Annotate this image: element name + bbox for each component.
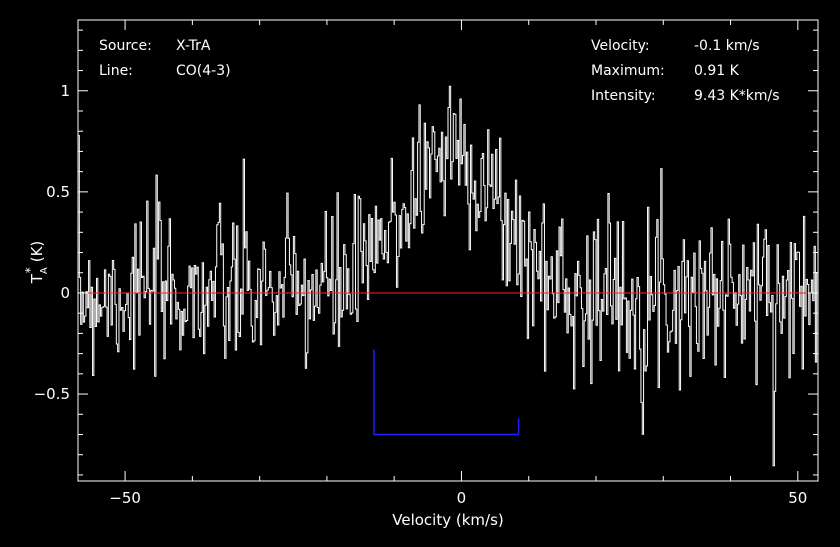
maximum-label: Maximum: (591, 63, 665, 79)
y-axis-subscript: A (39, 267, 50, 274)
maximum-value: 0.91 K (694, 63, 740, 79)
y-axis-superscript: * (23, 267, 37, 273)
y-tick-label: 1 (60, 82, 70, 100)
axis-ticks (78, 20, 818, 481)
y-axis-symbol: T (28, 273, 46, 284)
y-axis-label: TA* (K) (23, 241, 50, 285)
y-tick-label: 0 (60, 284, 70, 302)
velocity-value: -0.1 km/s (694, 38, 760, 54)
spectrum-line (78, 85, 818, 467)
spectrum-trace (78, 85, 818, 467)
y-axis-unit: (K) (28, 241, 46, 263)
intensity-label: Intensity: (591, 88, 656, 104)
info-panel-left: Source: X-TrA Line: CO(4-3) (99, 38, 231, 79)
x-tick-label: 50 (788, 489, 807, 507)
info-panel-right: Velocity: -0.1 km/s Maximum: 0.91 K Inte… (591, 38, 780, 104)
velocity-label: Velocity: (591, 38, 650, 54)
y-tick-label: −0.5 (34, 385, 70, 403)
line-label: Line: (99, 63, 133, 79)
source-value: X-TrA (176, 38, 211, 54)
line-value: CO(4-3) (176, 63, 231, 79)
intensity-value: 9.43 K*km/s (694, 88, 780, 104)
y-tick-label: 0.5 (46, 183, 70, 201)
source-label: Source: (99, 38, 152, 54)
integration-window (373, 349, 520, 436)
x-tick-label: 0 (457, 489, 467, 507)
plot-frame (77, 19, 819, 482)
svg-text:TA*(K): TA* (K) (23, 241, 50, 285)
axis-tick-labels: −50 0 50 −0.5 0 0.5 1 (34, 82, 808, 507)
x-tick-label: −50 (109, 489, 141, 507)
x-axis-label: Velocity (km/s) (392, 511, 503, 529)
